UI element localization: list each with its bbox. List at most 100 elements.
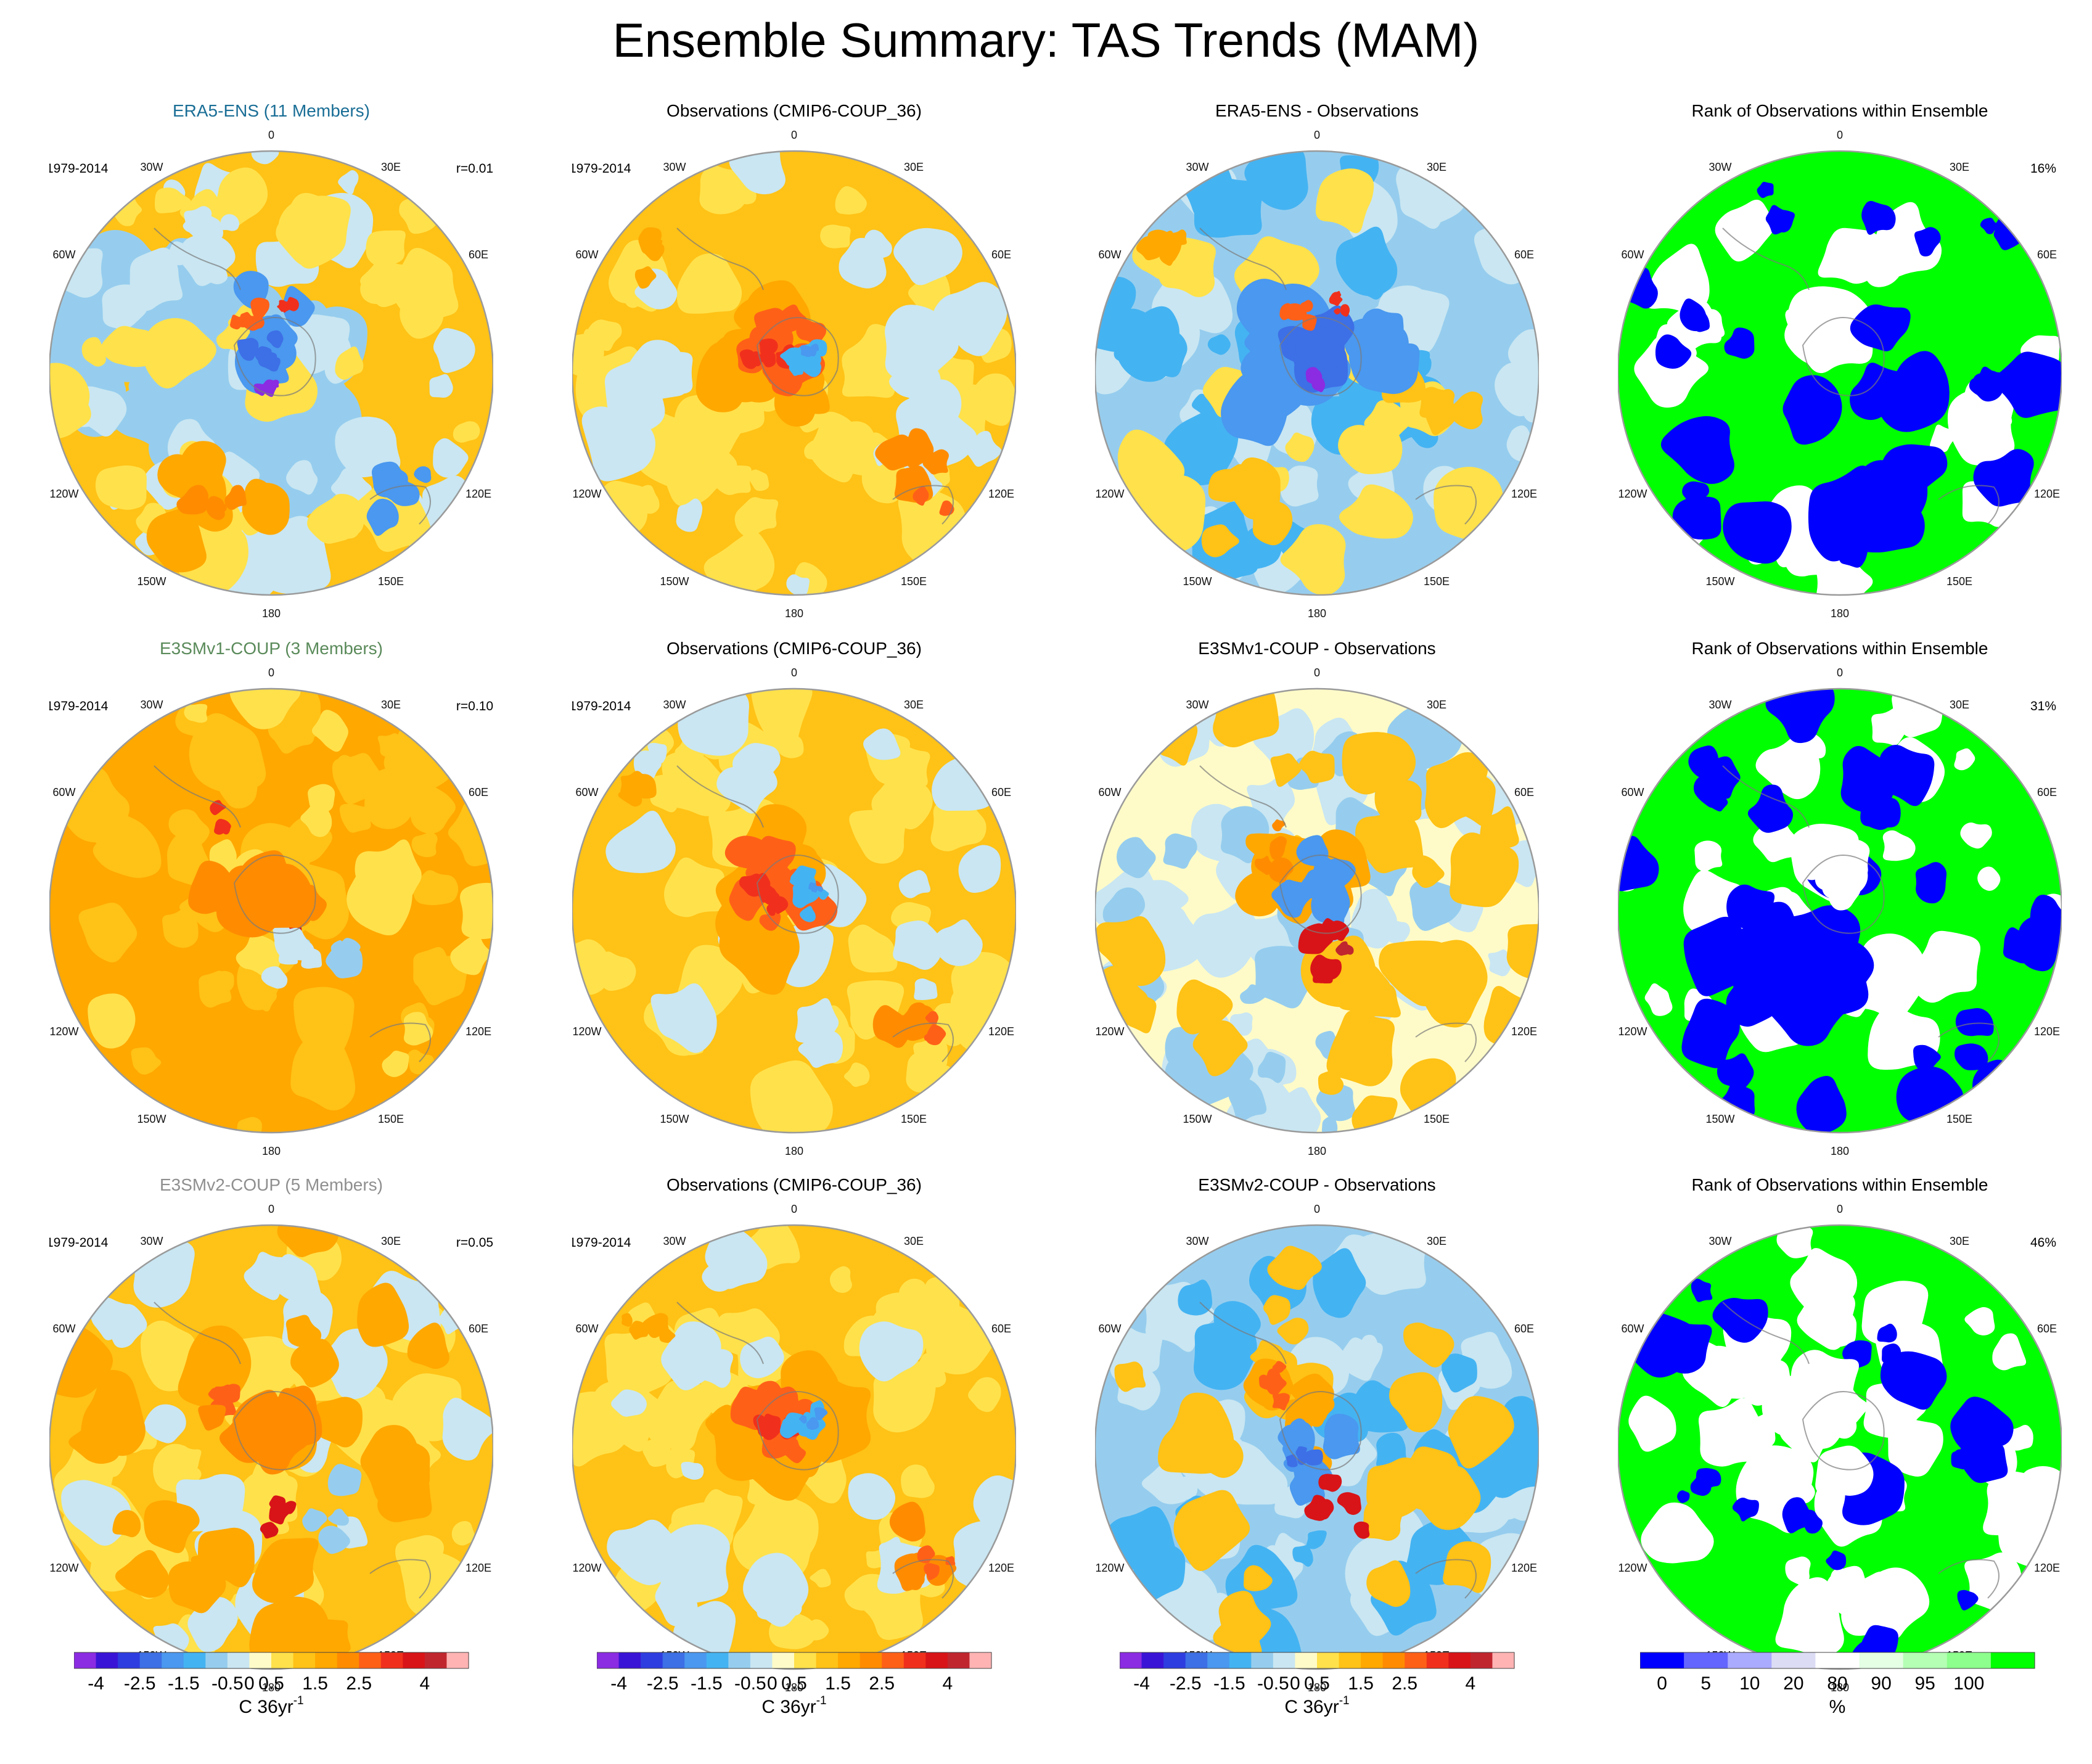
map-field	[572, 1225, 1016, 1669]
panel-title: E3SMv2-COUP (5 Members)	[159, 1175, 383, 1194]
longitude-label: 60E	[991, 248, 1011, 261]
longitude-label: 0	[1837, 1203, 1843, 1215]
colorbar: -4 -2.5 -1.5 -0.5 0 0.5 1.5 2.5 4 C 36yr-1	[1119, 1647, 1564, 1752]
longitude-label: 120W	[49, 1025, 78, 1038]
longitude-label: 0	[1314, 667, 1320, 679]
map-field	[1618, 1225, 2062, 1669]
colorbar-swatch	[1207, 1652, 1230, 1668]
map-svg: 030E60E90E120E150E180150W120W90W60W30W19…	[572, 667, 1016, 1157]
longitude-label: 120W	[1618, 1562, 1647, 1574]
map-field	[49, 151, 493, 595]
longitude-label: 150E	[1424, 1113, 1450, 1125]
period-label: 1979-2014	[572, 699, 631, 713]
colorbar-unit: C 36yr-1	[761, 1694, 826, 1717]
colorbar-swatch	[424, 1652, 448, 1668]
longitude-label: 0	[791, 667, 797, 679]
longitude-label: 60W	[1621, 1323, 1644, 1335]
stat-label: r=0.10	[456, 699, 493, 713]
stat-label: r=0.01	[456, 162, 493, 176]
colorbar-swatch	[293, 1652, 316, 1668]
longitude-label: 30E	[1427, 699, 1446, 711]
longitude-label: 30W	[1708, 161, 1731, 173]
colorbar-tick-label: 4	[943, 1673, 953, 1694]
colorbar-swatch	[903, 1652, 926, 1668]
longitude-label: 150W	[1705, 1113, 1734, 1125]
colorbar-swatch	[1120, 1652, 1142, 1668]
longitude-label: 150E	[1946, 1113, 1972, 1125]
longitude-label: 150W	[660, 1113, 689, 1125]
panel-title: E3SMv1-COUP (3 Members)	[159, 639, 383, 658]
map-field	[49, 689, 493, 1133]
longitude-label: 120E	[2034, 488, 2060, 500]
longitude-label: 120W	[1095, 1562, 1124, 1574]
period-label: 1979-2014	[49, 1236, 109, 1250]
colorbar-tick-label: -4	[1133, 1673, 1150, 1694]
colorbar-tick-label: 0.5	[781, 1673, 807, 1694]
longitude-label: 60E	[2037, 248, 2057, 261]
colorbar-tick-label: 0.5	[1304, 1673, 1330, 1694]
longitude-label: 60W	[1098, 248, 1121, 261]
longitude-label: 0	[1314, 1203, 1320, 1215]
colorbar-swatch	[1295, 1652, 1318, 1668]
longitude-label: 30E	[1950, 1235, 1969, 1247]
longitude-label: 180	[1831, 1681, 1849, 1694]
colorbar-swatch	[205, 1652, 228, 1668]
panel-title: ERA5-ENS (11 Members)	[172, 101, 370, 120]
colorbar-tick-label: 4	[1466, 1673, 1476, 1694]
colorbar-tick-label: 100	[1953, 1673, 1984, 1694]
colorbar-swatch	[1382, 1652, 1405, 1668]
panel-title: Rank of Observations within Ensemble	[1691, 1175, 1988, 1194]
colorbar-swatch	[1141, 1652, 1164, 1668]
colorbar-swatch	[1728, 1652, 1772, 1668]
longitude-label: 120W	[572, 1562, 601, 1574]
map-panel: 030E60E90E120E150E180150W120W90W60W30WE3…	[1095, 1173, 1539, 1697]
longitude-label: 30W	[1708, 1235, 1731, 1247]
colorbar-swatch	[1317, 1652, 1340, 1668]
map-panel: 030E60E90E120E150E180150W120W90W60W30W19…	[49, 636, 493, 1160]
longitude-label: 150W	[1183, 575, 1212, 588]
colorbar-swatch	[227, 1652, 250, 1668]
longitude-label: 30E	[381, 699, 401, 711]
colorbar-swatch	[1990, 1652, 2035, 1668]
longitude-label: 60E	[1514, 248, 1534, 261]
colorbar-swatch	[315, 1652, 338, 1668]
longitude-label: 30W	[663, 161, 686, 173]
colorbar-svg: -4 -2.5 -1.5 -0.5 0 0.5 1.5 2.5 4 C 36yr-1	[1119, 1652, 1515, 1717]
longitude-label: 60W	[575, 1323, 598, 1335]
longitude-label: 150W	[660, 575, 689, 588]
longitude-label: 120W	[572, 488, 601, 500]
colorbar-tick-label: 0	[244, 1673, 255, 1694]
map-boundary	[1095, 150, 1539, 596]
colorbar-swatch	[118, 1652, 141, 1668]
colorbar-swatch	[1339, 1652, 1361, 1668]
longitude-label: 180	[262, 1145, 281, 1157]
longitude-label: 120E	[988, 1025, 1014, 1038]
longitude-label: 0	[1837, 667, 1843, 679]
longitude-label: 150W	[137, 575, 166, 588]
longitude-label: 60E	[991, 1323, 1011, 1335]
longitude-label: 120E	[1511, 488, 1537, 500]
map-field	[1095, 1225, 1539, 1669]
longitude-label: 150E	[1424, 575, 1450, 588]
longitude-label: 0	[268, 667, 274, 679]
longitude-label: 120E	[1511, 1562, 1537, 1574]
longitude-label: 180	[785, 1145, 803, 1157]
colorbar-swatch	[838, 1652, 861, 1668]
colorbar-swatch	[139, 1652, 162, 1668]
colorbar-swatch	[597, 1652, 620, 1668]
map-field	[1095, 151, 1539, 595]
colorbar-swatch	[1470, 1652, 1493, 1668]
longitude-label: 60E	[469, 248, 488, 261]
longitude-label: 180	[1308, 1145, 1326, 1157]
longitude-label: 30E	[1427, 1235, 1446, 1247]
colorbar-swatch	[337, 1652, 359, 1668]
map-boundary	[572, 150, 1016, 596]
map-svg: 030E60E90E120E150E180150W120W90W60W30W19…	[572, 129, 1016, 620]
colorbar-swatch	[1251, 1652, 1274, 1668]
colorbar-swatch	[1448, 1652, 1471, 1668]
longitude-label: 180	[785, 607, 803, 620]
colorbar-tick-label: -4	[610, 1673, 627, 1694]
longitude-label: 60W	[1621, 786, 1644, 798]
map-boundary	[572, 687, 1016, 1134]
panel-title: E3SMv2-COUP - Observations	[1198, 1175, 1436, 1194]
